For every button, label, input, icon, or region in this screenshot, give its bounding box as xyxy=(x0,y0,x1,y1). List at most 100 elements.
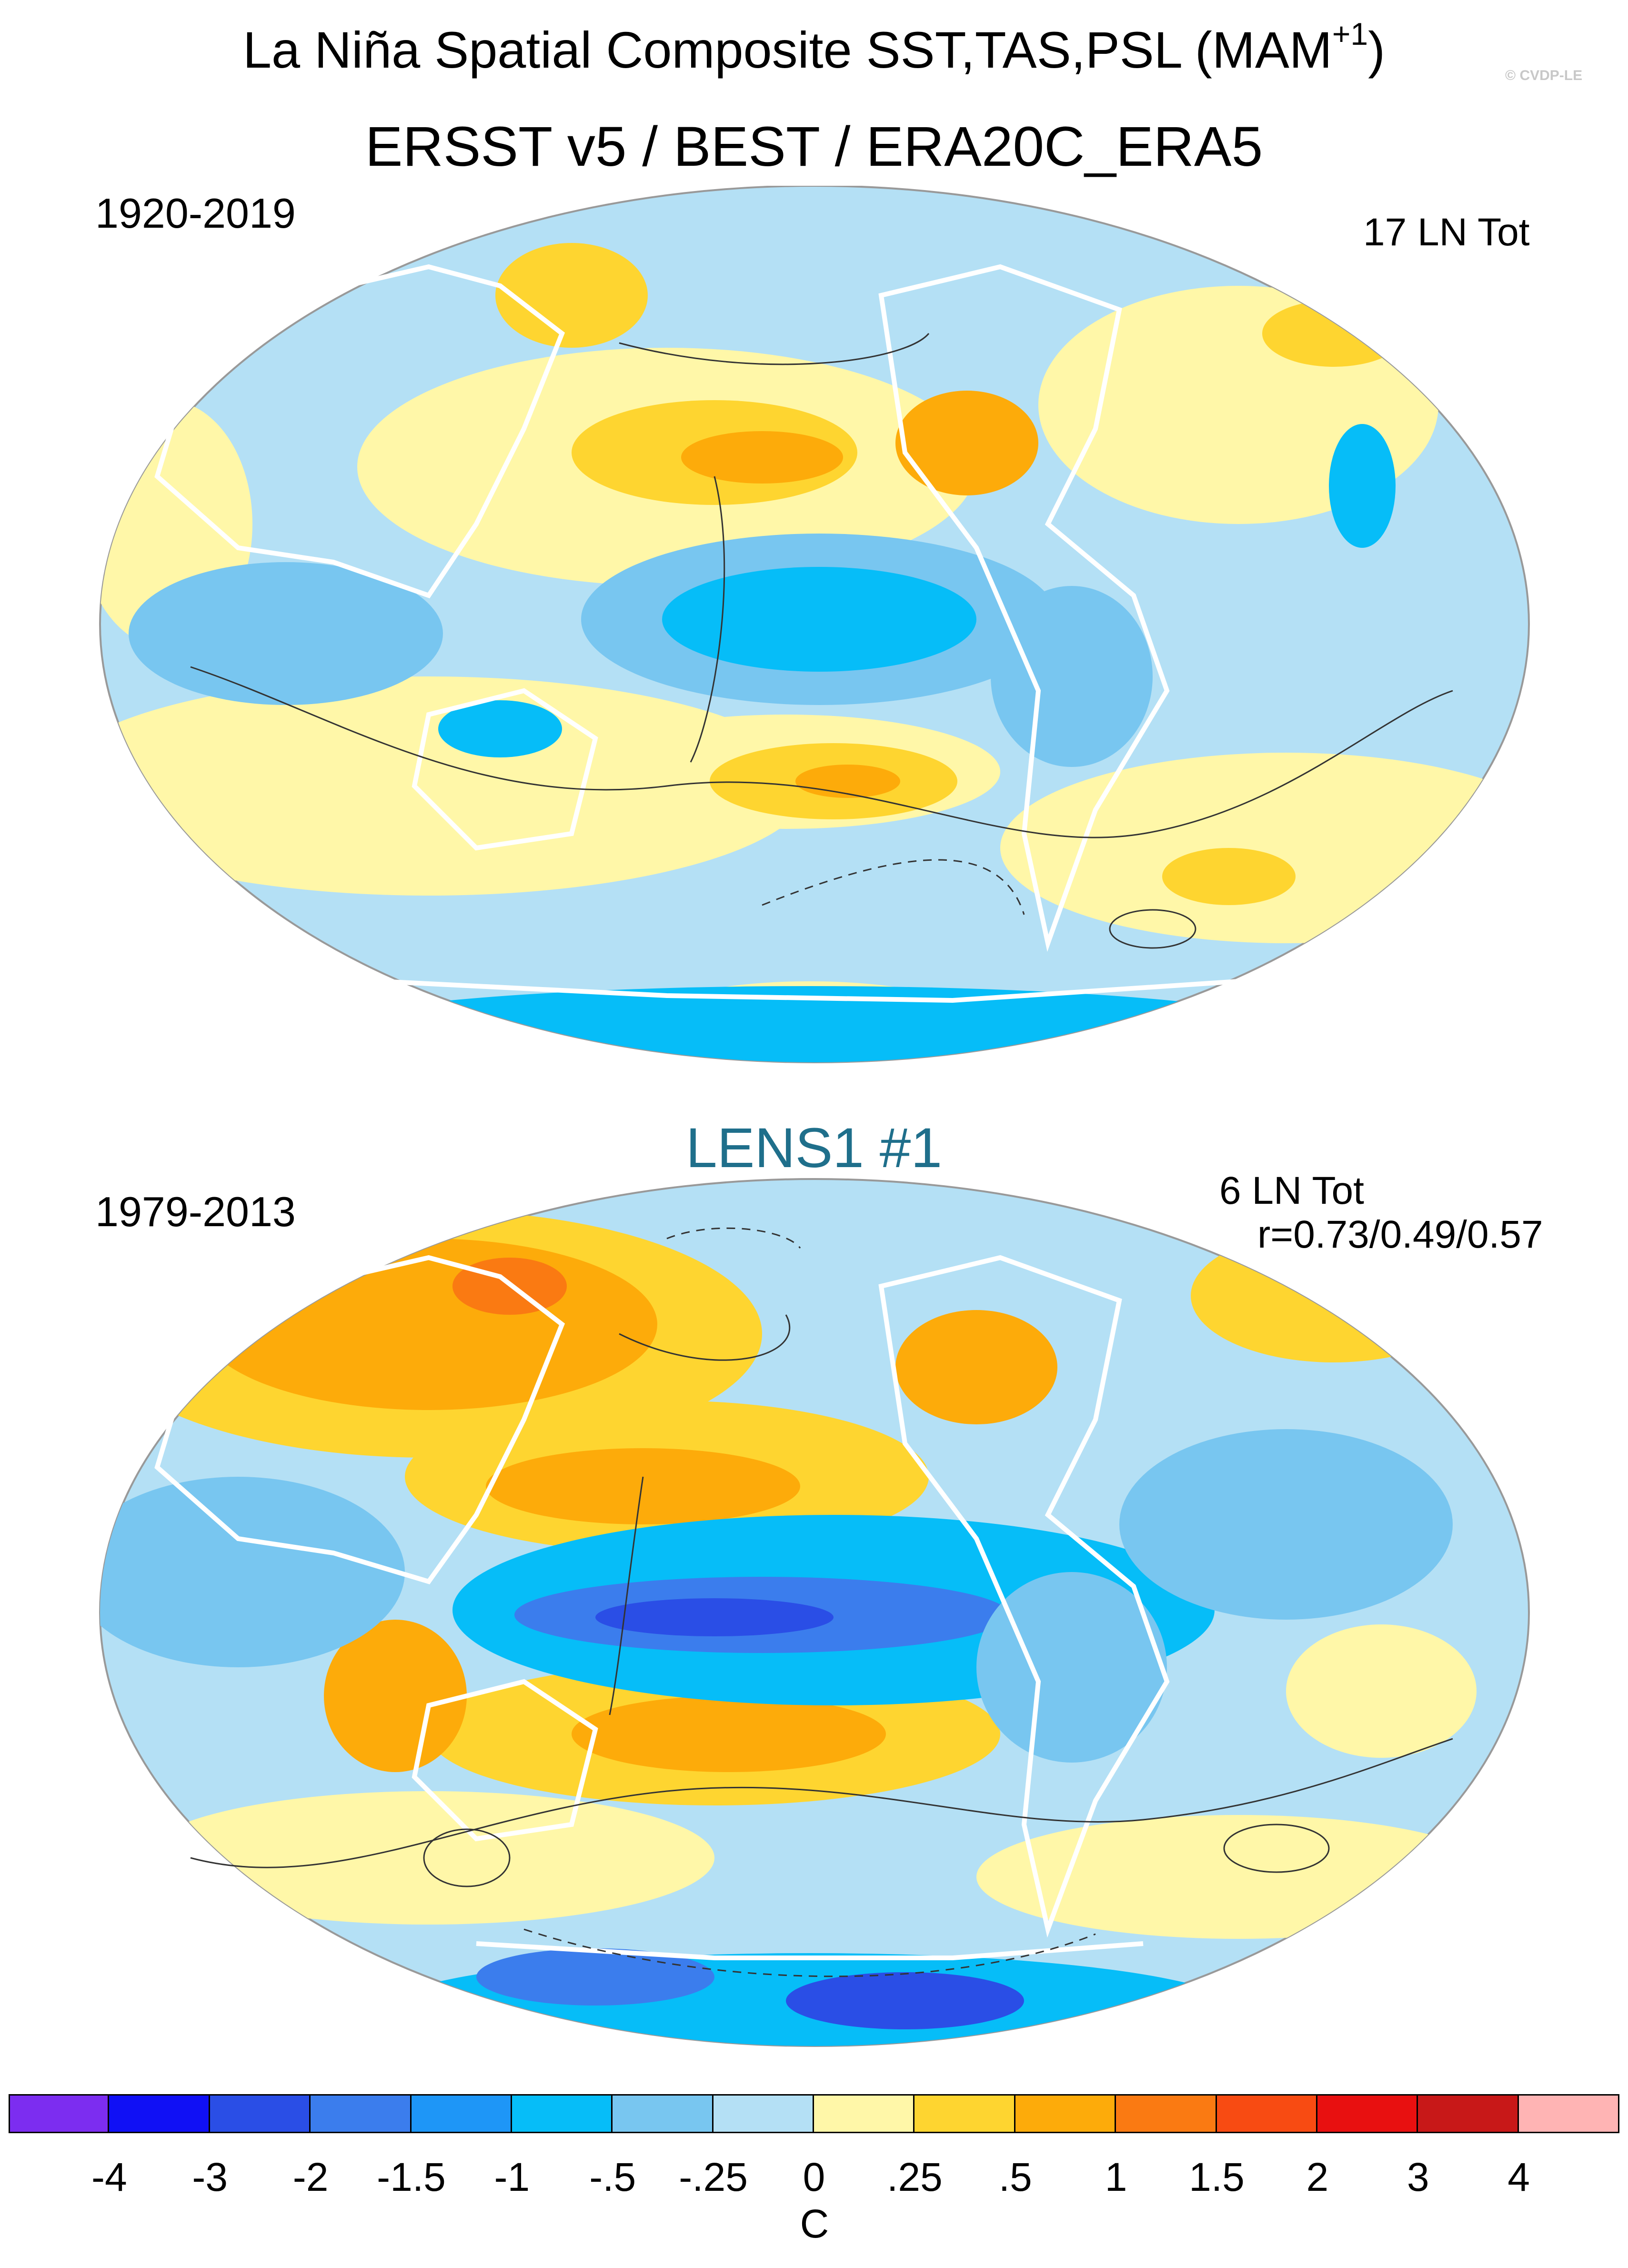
colorbar-tick-label: .5 xyxy=(998,2155,1032,2199)
colorbar-tick-label: 1.5 xyxy=(1189,2155,1245,2199)
panel2-coastline-antarctica xyxy=(476,1941,1144,1960)
colorbar-swatch xyxy=(1418,2094,1519,2133)
panel2-anomaly-region xyxy=(595,1598,834,1636)
panel2-land-mask xyxy=(154,1255,1170,1960)
panel1-anomaly-region xyxy=(895,391,1038,495)
panel2-anomaly-region xyxy=(200,1239,657,1410)
panel1-anomaly-region xyxy=(795,765,900,798)
panel1-event-count: 17 LN Tot xyxy=(1363,211,1530,254)
colorbar-swatch xyxy=(914,2094,1015,2133)
panel2-anomaly-region xyxy=(476,1948,714,2006)
colorbar-swatch xyxy=(512,2094,613,2133)
panel1-anomaly-region xyxy=(100,676,810,896)
colorbar-swatch xyxy=(210,2094,311,2133)
colorbar-tick-label: .25 xyxy=(886,2155,943,2199)
colorbar-swatch xyxy=(1216,2094,1317,2133)
colorbar-swatch xyxy=(109,2094,210,2133)
panel2-period: 1979-2013 xyxy=(95,1188,296,1235)
colorbar-swatch xyxy=(1116,2094,1217,2133)
panel2-model-label: LENS1 #1 xyxy=(686,1117,942,1179)
panel2-anomaly-region xyxy=(976,1815,1500,1939)
panel2-anomaly-region xyxy=(100,1477,405,1667)
panel2-event-count: 6 LN Tot xyxy=(1219,1169,1364,1212)
panel1-anomaly-region xyxy=(129,562,443,705)
colorbar-tick-label: 3 xyxy=(1407,2155,1429,2199)
panel2-anomaly-region xyxy=(976,1572,1167,1763)
panel1-land-mask xyxy=(154,264,1239,1003)
colorbar-swatch xyxy=(1317,2094,1418,2133)
cvdp-watermark: © CVDP-LE xyxy=(1505,68,1583,83)
colorbar-swatch xyxy=(411,2094,512,2133)
panel1-anomaly-region xyxy=(1162,848,1296,905)
panel1-anomaly-region xyxy=(286,986,1334,1062)
panel2-map xyxy=(99,1178,1530,2047)
panel1-anomaly-region xyxy=(991,586,1153,767)
panel1-anomaly-region xyxy=(681,431,843,484)
colorbar-tick-label: -1.5 xyxy=(377,2155,446,2199)
panel1-anomaly-region xyxy=(1000,753,1529,943)
panel1-psl-contours xyxy=(190,333,1453,949)
title-text: La Niña Spatial Composite SST,TAS,PSL (M… xyxy=(242,21,1332,79)
panel2-anomaly-region xyxy=(786,1972,1024,2029)
panel2-coastline-australia xyxy=(412,1679,598,1842)
panel2-anomaly-region xyxy=(1191,1229,1477,1362)
colorbar-tick-label: 0 xyxy=(803,2155,825,2199)
panel1-anomaly-region xyxy=(662,567,976,672)
panel2-psl-contours xyxy=(190,1227,1453,1977)
panel1-contour-line xyxy=(190,666,1453,838)
colorbar-unit: C xyxy=(800,2201,829,2246)
colorbar-tick-label: -3 xyxy=(192,2155,228,2199)
panel1-anomaly-region xyxy=(495,243,648,348)
title-close: ) xyxy=(1368,21,1386,79)
panel2-anomaly-region xyxy=(1119,1429,1453,1620)
panel1-period: 1920-2019 xyxy=(95,190,296,237)
colorbar-swatch xyxy=(814,2094,915,2133)
panel2-contour-line xyxy=(609,1476,644,1715)
colorbar-tick-label: -.25 xyxy=(679,2155,748,2199)
panel2-anomaly-field xyxy=(100,1210,1500,2046)
panel2-contour-line xyxy=(666,1227,801,1249)
panel2-anomaly-region xyxy=(1286,1624,1477,1758)
colorbar-swatch xyxy=(713,2094,814,2133)
panel2-contour-line xyxy=(619,1314,791,1361)
colorbar xyxy=(9,2094,1619,2133)
panel2-anomaly-region xyxy=(324,1620,467,1772)
panel2-pattern-correlation: r=0.73/0.49/0.57 xyxy=(1257,1213,1543,1256)
panel2-anomaly-region xyxy=(572,1696,886,1772)
panel1-contour-line xyxy=(690,476,725,763)
panel1-coastline-asia xyxy=(154,264,565,599)
colorbar-swatch xyxy=(613,2094,714,2133)
panel1-anomaly-region xyxy=(1262,300,1405,367)
panel1-coastline-americas xyxy=(878,264,1170,952)
colorbar-tick-label: -2 xyxy=(292,2155,329,2199)
colorbar-tick-label: 1 xyxy=(1105,2155,1127,2199)
panel1-contour-line xyxy=(619,333,930,365)
panel1-contour-line xyxy=(762,859,1025,915)
panel1-contour-line xyxy=(1109,909,1196,949)
panel2-contour-line xyxy=(190,1738,1453,1868)
colorbar-tick-label: 4 xyxy=(1507,2155,1530,2199)
colorbar-swatch xyxy=(1015,2094,1116,2133)
main-title: La Niña Spatial Composite SST,TAS,PSL (M… xyxy=(0,16,1628,81)
panel2-contour-line xyxy=(523,1928,1096,1977)
colorbar-tick-label: -4 xyxy=(91,2155,127,2199)
panel1-coastline-australia xyxy=(412,688,598,851)
panel1-anomaly-region xyxy=(1329,424,1396,548)
colorbar-tick-label: 2 xyxy=(1306,2155,1329,2199)
colorbar-tick-label: -1 xyxy=(494,2155,530,2199)
colorbar-swatch xyxy=(9,2094,110,2133)
panel2-coastline-americas xyxy=(878,1255,1170,1938)
panel2-anomaly-region xyxy=(143,1791,714,1925)
panel2-anomaly-region xyxy=(486,1448,800,1524)
panel2-anomaly-region xyxy=(895,1310,1057,1424)
title-superscript: +1 xyxy=(1332,16,1368,51)
colorbar-swatch xyxy=(1518,2094,1619,2133)
panel2-contour-line xyxy=(1223,1824,1330,1873)
colorbar-tick-label: -.5 xyxy=(589,2155,636,2199)
panel2-coastline-asia xyxy=(154,1255,565,1584)
colorbar-swatch xyxy=(311,2094,412,2133)
panel1-coastline-antarctica xyxy=(381,979,1239,1003)
panel1-map xyxy=(99,186,1530,1063)
dataset-subtitle: ERSST v5 / BEST / ERA20C_ERA5 xyxy=(365,115,1263,178)
panel1-anomaly-region xyxy=(438,700,562,757)
